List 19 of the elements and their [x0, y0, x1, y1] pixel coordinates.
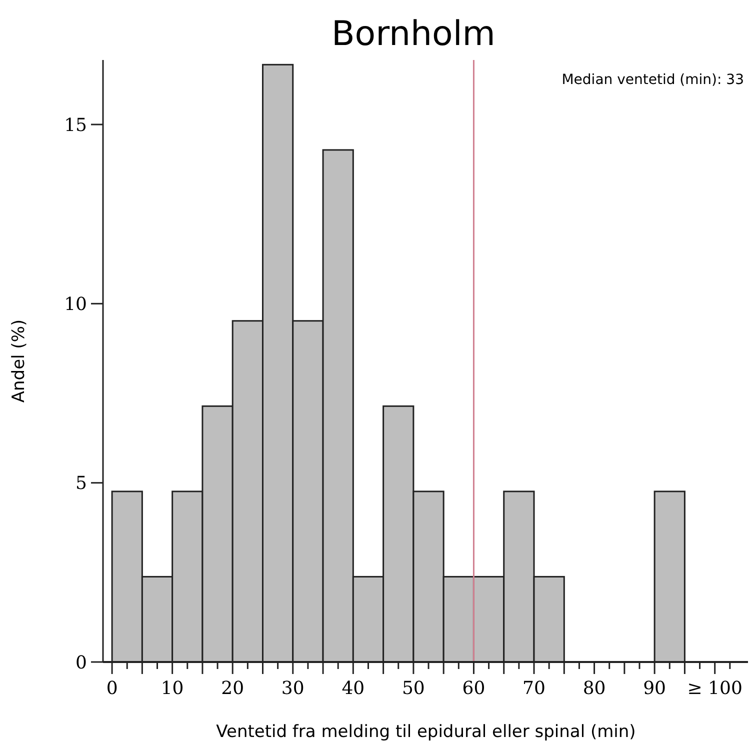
- y-tick-label: 5: [76, 473, 87, 494]
- x-tick-label: 40: [342, 678, 365, 699]
- annotation: Median ventetid (min): 33: [562, 72, 744, 88]
- x-tick-label: 90: [643, 678, 666, 699]
- x-tick-label: 0: [106, 678, 118, 699]
- x-tick-label: 10: [160, 678, 184, 699]
- x-tick-label: 30: [281, 678, 304, 699]
- x-tick-label: 20: [221, 678, 244, 699]
- x-tick-label: 60: [462, 678, 486, 699]
- x-tick-label: 70: [522, 678, 546, 699]
- x-tick-label: ≥ 100: [687, 678, 742, 699]
- y-axis-title: Andel (%): [9, 319, 29, 403]
- x-tick-label: 80: [582, 678, 606, 699]
- x-axis-title: Ventetid fra melding til epidural eller spinal (min): [216, 722, 636, 742]
- y-tick-label: 15: [64, 114, 87, 136]
- chart-title: Bornholm: [331, 14, 496, 54]
- y-tick-label: 0: [76, 652, 87, 674]
- x-tick-label: 50: [402, 678, 425, 699]
- y-tick-label: 10: [64, 294, 87, 315]
